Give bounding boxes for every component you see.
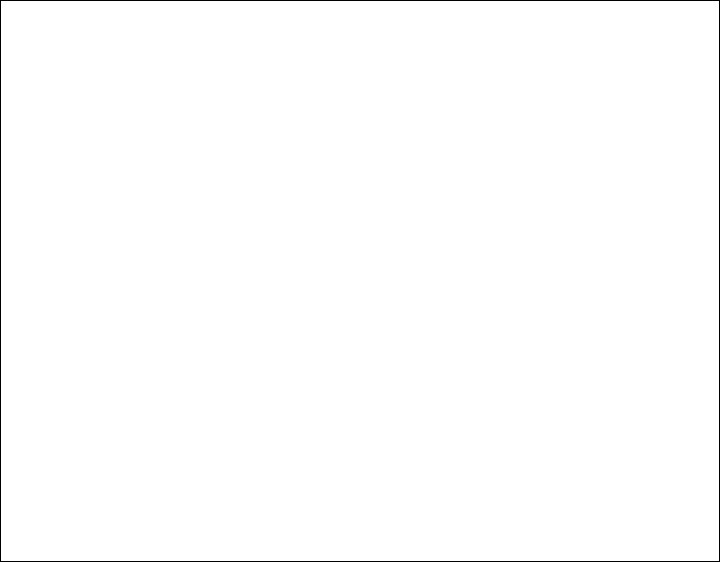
blank-canvas (0, 0, 720, 562)
